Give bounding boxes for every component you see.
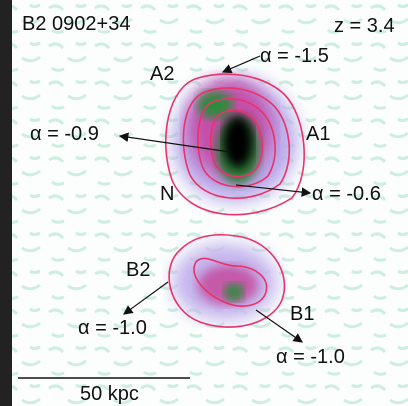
label-alpha-n: α = -0.6 [312, 183, 381, 205]
left-edge [0, 0, 12, 406]
scale-bar-label: 50 kpc [80, 383, 139, 405]
label-alpha-b2: α = -1.0 [78, 317, 147, 339]
label-a2: A2 [150, 63, 174, 85]
label-n: N [160, 183, 174, 205]
label-alpha-core: α = -0.9 [30, 123, 99, 145]
label-b1: B1 [290, 303, 314, 325]
label-b2: B2 [126, 259, 150, 281]
label-a1: A1 [306, 123, 330, 145]
label-alpha-b1: α = -1.0 [276, 346, 345, 368]
redshift: z = 3.4 [334, 15, 395, 37]
label-alpha-a2: α = -1.5 [260, 45, 329, 67]
title: B2 0902+34 [22, 13, 130, 35]
figure: B2 0902+34 z = 3.4 A2 α = -1.5 α = -0.9 … [0, 0, 408, 406]
